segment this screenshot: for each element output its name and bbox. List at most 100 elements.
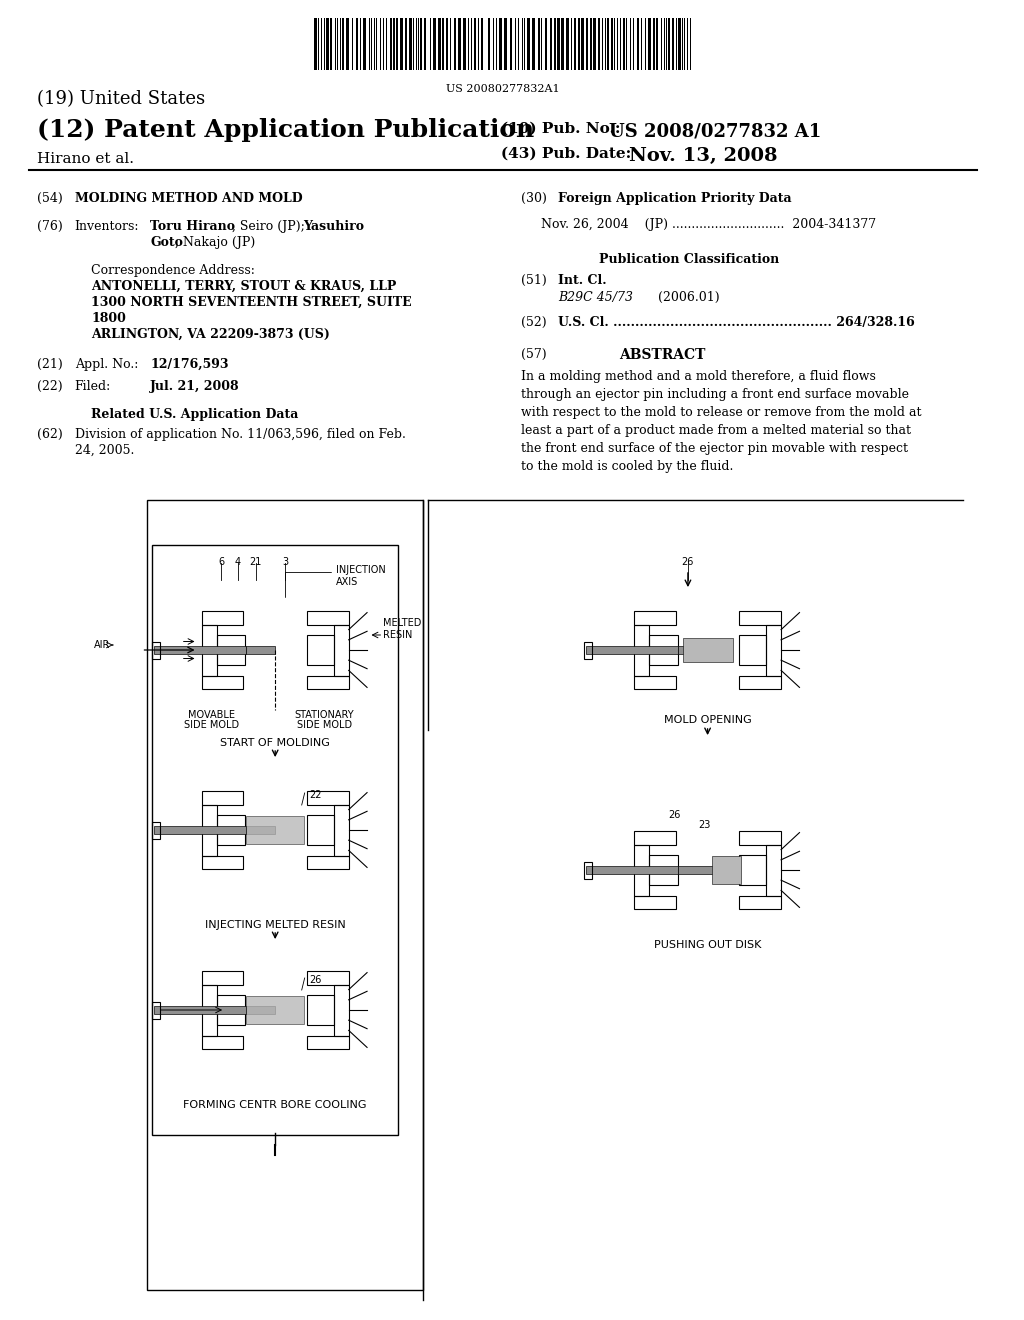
Text: Correspondence Address:: Correspondence Address: bbox=[91, 264, 255, 277]
Bar bbox=[154, 826, 246, 834]
Bar bbox=[246, 1006, 275, 1014]
Bar bbox=[678, 18, 681, 70]
Bar bbox=[546, 18, 548, 70]
Text: (19) United States: (19) United States bbox=[37, 90, 206, 108]
Bar bbox=[458, 18, 461, 70]
Bar bbox=[202, 611, 244, 624]
Bar bbox=[649, 635, 678, 665]
Text: 23: 23 bbox=[697, 820, 710, 830]
Text: Foreign Application Priority Data: Foreign Application Priority Data bbox=[558, 191, 792, 205]
Text: (10) Pub. No.:: (10) Pub. No.: bbox=[501, 121, 621, 136]
Bar bbox=[578, 18, 580, 70]
Text: 26: 26 bbox=[682, 557, 694, 568]
Bar bbox=[581, 18, 584, 70]
Bar bbox=[500, 18, 502, 70]
Bar bbox=[217, 814, 245, 845]
Bar bbox=[634, 830, 676, 845]
Bar bbox=[153, 545, 398, 1135]
Text: 22: 22 bbox=[309, 789, 323, 800]
Bar bbox=[637, 18, 639, 70]
Bar bbox=[480, 18, 482, 70]
Bar bbox=[202, 676, 244, 689]
Bar bbox=[712, 857, 741, 883]
Bar bbox=[739, 895, 781, 909]
Bar bbox=[634, 845, 649, 895]
Text: Yasuhiro: Yasuhiro bbox=[303, 220, 364, 234]
Bar bbox=[634, 895, 676, 909]
Text: US 20080277832A1: US 20080277832A1 bbox=[446, 84, 560, 94]
Bar bbox=[330, 18, 332, 70]
Bar bbox=[152, 1002, 160, 1019]
Text: , Nakajo (JP): , Nakajo (JP) bbox=[175, 236, 255, 249]
Text: INJECTION: INJECTION bbox=[336, 565, 386, 576]
Bar bbox=[217, 995, 245, 1026]
Text: (76): (76) bbox=[37, 220, 63, 234]
Bar bbox=[766, 845, 781, 895]
Text: Nov. 13, 2008: Nov. 13, 2008 bbox=[629, 147, 777, 165]
Bar bbox=[557, 18, 560, 70]
Bar bbox=[202, 804, 217, 855]
Bar bbox=[346, 18, 349, 70]
Text: FORMING CENTR BORE COOLING: FORMING CENTR BORE COOLING bbox=[183, 1100, 367, 1110]
Bar bbox=[404, 18, 407, 70]
Text: START OF MOLDING: START OF MOLDING bbox=[220, 738, 330, 748]
Bar bbox=[420, 18, 422, 70]
Bar bbox=[554, 18, 556, 70]
Text: PUSHING OUT DISK: PUSHING OUT DISK bbox=[654, 940, 761, 950]
Bar bbox=[683, 638, 732, 661]
Bar bbox=[154, 647, 246, 653]
Text: ANTONELLI, TERRY, STOUT & KRAUS, LLP: ANTONELLI, TERRY, STOUT & KRAUS, LLP bbox=[91, 280, 396, 293]
Bar bbox=[424, 18, 426, 70]
Bar bbox=[246, 647, 275, 653]
Text: Publication Classification: Publication Classification bbox=[599, 253, 779, 267]
Bar bbox=[593, 18, 596, 70]
Text: (22): (22) bbox=[37, 380, 62, 393]
Bar bbox=[531, 18, 535, 70]
Bar bbox=[409, 18, 412, 70]
Bar bbox=[541, 18, 543, 70]
Bar bbox=[307, 1035, 349, 1049]
Text: US 2008/0277832 A1: US 2008/0277832 A1 bbox=[609, 121, 821, 140]
Bar bbox=[307, 611, 349, 624]
Bar bbox=[202, 1035, 244, 1049]
Bar bbox=[584, 642, 592, 659]
Text: 1300 NORTH SEVENTEENTH STREET, SUITE: 1300 NORTH SEVENTEENTH STREET, SUITE bbox=[91, 296, 412, 309]
Text: AXIS: AXIS bbox=[336, 577, 358, 587]
Text: MOLDING METHOD AND MOLD: MOLDING METHOD AND MOLD bbox=[75, 191, 302, 205]
Text: MOLD OPENING: MOLD OPENING bbox=[664, 715, 752, 725]
Bar bbox=[488, 18, 490, 70]
Bar bbox=[649, 855, 678, 886]
Text: (57): (57) bbox=[521, 348, 547, 360]
Bar bbox=[355, 18, 357, 70]
Bar bbox=[463, 18, 466, 70]
Text: 26: 26 bbox=[669, 810, 681, 820]
Bar bbox=[584, 862, 592, 879]
Bar bbox=[433, 18, 436, 70]
Text: Goto: Goto bbox=[151, 236, 183, 249]
Bar bbox=[390, 18, 392, 70]
Bar bbox=[454, 18, 456, 70]
Bar bbox=[147, 500, 423, 1290]
Bar bbox=[766, 624, 781, 676]
Bar bbox=[656, 18, 658, 70]
Bar bbox=[152, 821, 160, 838]
Bar bbox=[438, 18, 441, 70]
Bar bbox=[587, 866, 678, 874]
Text: (2006.01): (2006.01) bbox=[658, 290, 720, 304]
Text: 12/176,593: 12/176,593 bbox=[151, 358, 228, 371]
Bar bbox=[561, 18, 564, 70]
Bar bbox=[202, 624, 217, 676]
Bar bbox=[678, 866, 728, 874]
Bar bbox=[152, 642, 160, 659]
Bar bbox=[307, 676, 349, 689]
Bar bbox=[526, 18, 529, 70]
Text: (52): (52) bbox=[521, 315, 547, 329]
Bar bbox=[652, 18, 654, 70]
Text: Appl. No.:: Appl. No.: bbox=[75, 358, 138, 371]
Bar bbox=[504, 18, 507, 70]
Text: AIR: AIR bbox=[93, 640, 110, 649]
Bar bbox=[217, 635, 245, 665]
Bar bbox=[573, 18, 575, 70]
Bar bbox=[607, 18, 609, 70]
Bar bbox=[396, 18, 398, 70]
